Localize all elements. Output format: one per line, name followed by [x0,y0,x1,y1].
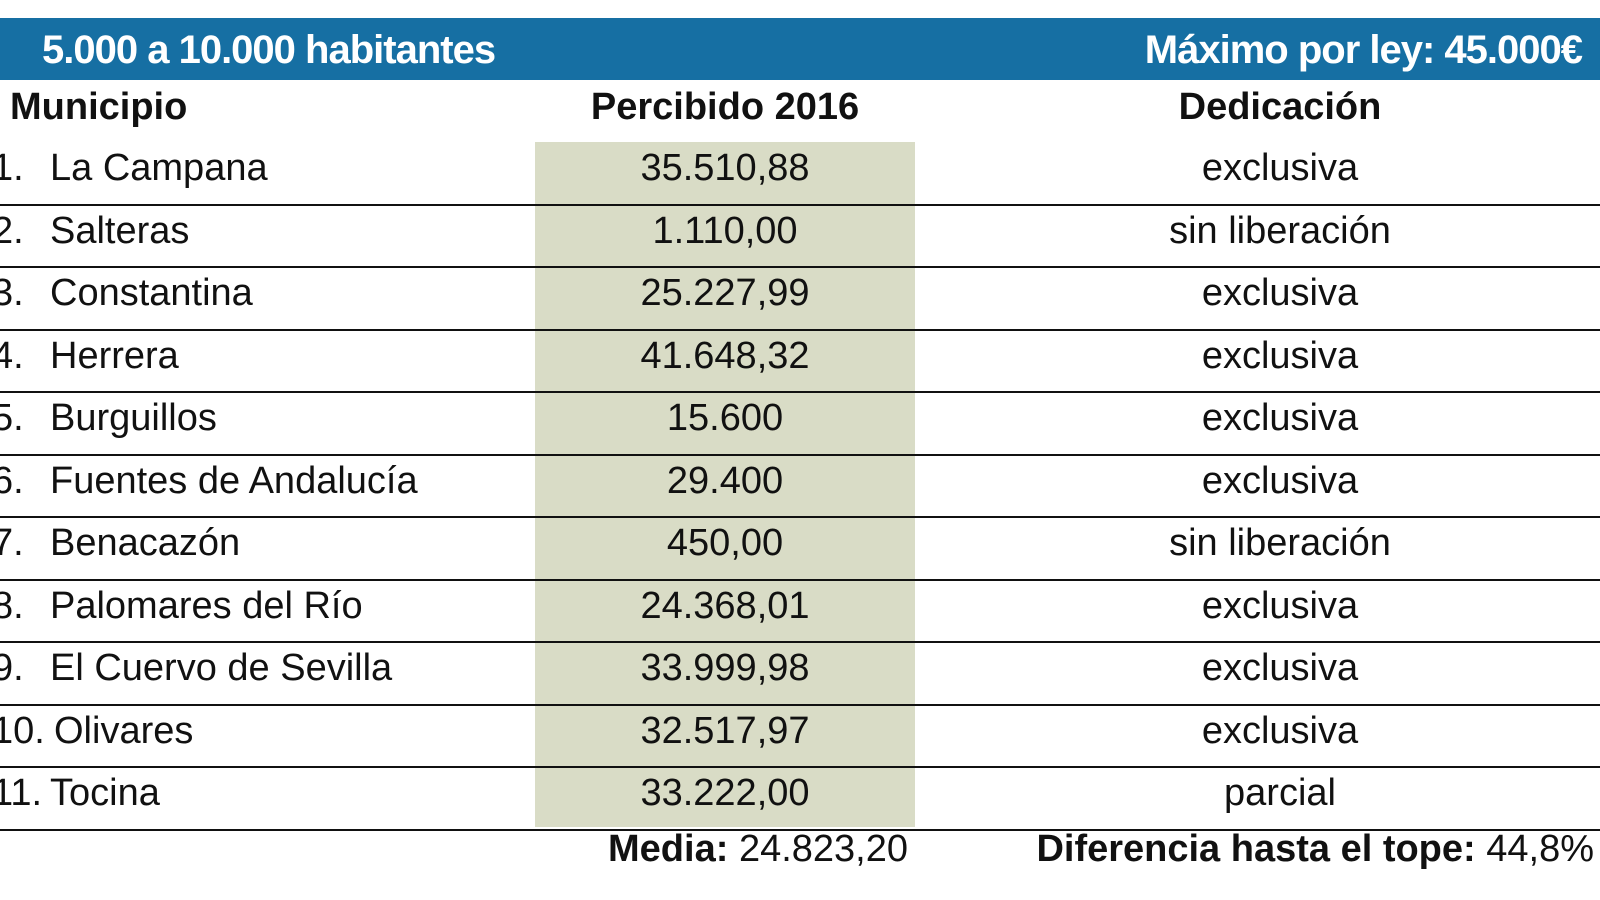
dedication: exclusiva [1201,397,1359,439]
difference: Diferencia hasta el tope: 44,8% [1036,828,1594,871]
dedication: exclusiva [1201,584,1359,627]
municipality: Palomares del Río [50,584,363,627]
municipality: Olivares [54,709,194,752]
amount: 24.368,01 [640,584,810,627]
municipality: Fuentes de Andalucía [50,459,418,502]
amount: 41.648,32 [640,334,810,377]
dedication: exclusiva [1201,647,1359,689]
dedication: exclusiva [1201,709,1359,752]
municipality: Salteras [50,209,190,252]
row-separator [0,454,1600,456]
amount: 33.999,98 [640,647,810,689]
row-number: 7. [0,522,24,564]
column-header: Municipio [10,86,188,128]
row-separator [0,766,1600,768]
column-header: Percibido 2016 [590,86,860,128]
column-highlight [535,142,915,827]
amount: 33.222,00 [640,772,810,814]
amount: 25.227,99 [640,272,810,314]
amount: 1.110,00 [652,209,798,252]
mean-label: Media: [608,828,729,870]
amount: 32.517,97 [640,709,810,752]
row-separator [0,329,1600,331]
amount: 15.600 [666,397,784,439]
column-header: Dedicación [1178,86,1382,128]
row-number: 6. [0,459,24,502]
amount: 29.400 [666,459,784,502]
mean-value: 24.823,20 [738,828,908,870]
municipality: Benacazón [50,522,241,564]
amount: 35.510,88 [640,147,810,189]
row-separator [0,204,1600,206]
row-separator [0,829,1600,831]
row-separator [0,516,1600,518]
amount: 450,00 [666,522,784,564]
dedication: exclusiva [1201,334,1359,377]
dedication: exclusiva [1201,272,1359,314]
mean: Media: 24.823,20 [568,828,908,871]
row-number: 9. [0,647,24,689]
difference-value: 44,8% [1486,828,1594,870]
row-separator [0,391,1600,393]
dedication: exclusiva [1201,147,1359,189]
row-separator [0,641,1600,643]
municipality: La Campana [50,147,268,189]
dedication: sin liberación [1169,522,1391,564]
row-separator [0,266,1600,268]
header-limit: Máximo por ley: 45.000€ [1144,28,1583,72]
row-number: 4. [0,334,24,377]
municipality: El Cuervo de Sevilla [50,647,393,689]
dedication: sin liberación [1169,209,1391,252]
row-separator [0,579,1600,581]
row-number: 1. [0,147,24,189]
row-number: 3. [0,272,24,314]
header-band [0,18,1600,80]
row-separator [0,704,1600,706]
municipality: Burguillos [50,397,217,439]
row-number: 10. [0,709,45,752]
dedication: parcial [1224,772,1336,814]
row-number: 5. [0,397,24,439]
difference-label: Diferencia hasta el tope: [1036,828,1476,870]
row-number: 2. [0,209,24,252]
municipality: Herrera [50,334,179,377]
header-title: 5.000 a 10.000 habitantes [42,28,496,72]
row-number: 11. [0,772,43,814]
dedication: exclusiva [1201,459,1359,502]
row-number: 8. [0,584,24,627]
municipality: Constantina [50,272,253,314]
municipality: Tocina [50,772,160,814]
